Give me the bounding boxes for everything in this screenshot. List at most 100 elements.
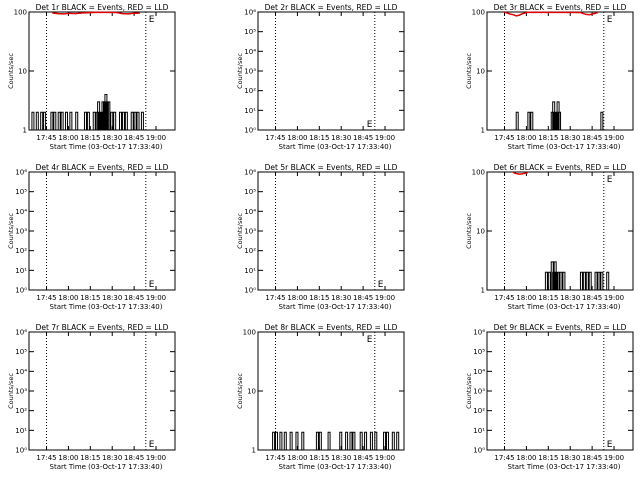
chart-7-ytick-label: 10³ xyxy=(15,388,27,396)
chart-3-ytick-label: 100 xyxy=(472,9,485,17)
chart-6-ytick-label: 1 xyxy=(481,287,485,295)
chart-7-ytick-label: 10¹ xyxy=(15,427,27,435)
chart-8-ytick-label: 10 xyxy=(247,388,256,396)
chart-1-xtick-label: 18:00 xyxy=(58,134,78,142)
chart-1-xtick-label: 18:15 xyxy=(80,134,100,142)
chart-5-ylabel: Counts/sec xyxy=(236,213,244,249)
chart-5-ytick-label: 10² xyxy=(244,247,256,255)
chart-4-ytick-label: 10¹ xyxy=(15,267,27,275)
chart-3-marker-label: E xyxy=(607,15,613,25)
chart-5-marker-label: E xyxy=(378,280,384,290)
chart-8-xtick-label: 17:45 xyxy=(265,454,285,462)
chart-8-ylabel: Counts/sec xyxy=(236,373,244,409)
chart-1-ytick-label: 100 xyxy=(14,9,27,17)
chart-7-xtick-label: 18:00 xyxy=(58,454,78,462)
chart-4-xtick-label: 17:45 xyxy=(36,294,56,302)
chart-5-xtick-label: 19:00 xyxy=(375,294,395,302)
chart-3-xtick-label: 18:00 xyxy=(516,134,536,142)
chart-1-ytick-label: 1 xyxy=(23,127,27,135)
chart-9-marker-label: E xyxy=(607,440,613,450)
chart-6-ylabel: Counts/sec xyxy=(465,213,473,249)
chart-9-xlabel: Start Time (03-Oct-17 17:33:40) xyxy=(508,463,621,471)
chart-9-xtick-label: 18:15 xyxy=(538,454,558,462)
chart-4-xlabel: Start Time (03-Oct-17 17:33:40) xyxy=(50,303,163,311)
chart-4-ytick-label: 10³ xyxy=(15,228,27,236)
chart-3-xtick-label: 18:15 xyxy=(538,134,558,142)
chart-4-xtick-label: 18:30 xyxy=(102,294,122,302)
chart-3-xtick-label: 17:45 xyxy=(494,134,514,142)
chart-9-ytick-label: 10³ xyxy=(473,388,485,396)
chart-6-events-series xyxy=(544,261,610,290)
chart-2-xtick-label: 18:30 xyxy=(331,134,351,142)
chart-4-ytick-label: 10⁰ xyxy=(15,287,27,295)
chart-1-title: Det 1r BLACK = Events, RED = LLD xyxy=(36,3,169,12)
chart-9: Det 9r BLACK = Events, RED = LLD 10⁰ 10¹ 10… xyxy=(465,323,634,471)
chart-9-xtick-label: 17:45 xyxy=(494,454,514,462)
chart-4-ytick-label: 10⁴ xyxy=(15,208,27,216)
chart-5-plot-frame xyxy=(257,171,405,291)
chart-6-xtick-label: 18:15 xyxy=(538,294,558,302)
chart-4: Det 4r BLACK = Events, RED = LLD 10⁰ 10¹ 10… xyxy=(7,163,176,311)
chart-2-ytick-label: 10⁰ xyxy=(244,127,256,135)
chart-2-ytick-label: 10⁴ xyxy=(244,48,256,56)
chart-9-ytick-label: 10² xyxy=(473,407,485,415)
chart-9-ytick-label: 10⁶ xyxy=(473,329,485,337)
chart-6-xtick-label: 18:00 xyxy=(516,294,536,302)
chart-1-xlabel: Start Time (03-Oct-17 17:33:40) xyxy=(50,143,163,151)
chart-2-xtick-label: 18:15 xyxy=(309,134,329,142)
chart-8-ytick-label: 100 xyxy=(243,329,256,337)
chart-9-xtick-label: 18:45 xyxy=(582,454,602,462)
chart-1-xtick-label: 18:45 xyxy=(124,134,144,142)
chart-5-xtick-label: 18:00 xyxy=(287,294,307,302)
chart-3-xtick-label: 18:45 xyxy=(582,134,602,142)
chart-8-xtick-label: 18:00 xyxy=(287,454,307,462)
chart-4-ytick-label: 10⁵ xyxy=(15,188,27,196)
chart-2-xtick-label: 19:00 xyxy=(375,134,395,142)
chart-4-ytick-label: 10² xyxy=(15,247,27,255)
chart-5-ytick-label: 10⁰ xyxy=(244,287,256,295)
chart-6-xtick-label: 17:45 xyxy=(494,294,514,302)
chart-5-xtick-label: 18:30 xyxy=(331,294,351,302)
chart-7-ytick-label: 10⁶ xyxy=(15,329,27,337)
chart-3-ytick-label: 1 xyxy=(481,127,485,135)
chart-3-xtick-label: 18:30 xyxy=(560,134,580,142)
chart-4-xtick-label: 18:45 xyxy=(124,294,144,302)
chart-7-xtick-label: 18:15 xyxy=(80,454,100,462)
chart-5-xtick-label: 18:15 xyxy=(309,294,329,302)
chart-9-xtick-label: 18:30 xyxy=(560,454,580,462)
chart-2-ylabel: Counts/sec xyxy=(236,53,244,89)
chart-6-ytick-label: 10 xyxy=(476,228,485,236)
chart-8-title: Det 8r BLACK = Events, RED = LLD xyxy=(265,323,398,332)
chart-4-xtick-label: 18:00 xyxy=(58,294,78,302)
chart-1-lld-series xyxy=(52,11,140,15)
chart-4-plot-frame xyxy=(28,171,176,291)
chart-2-xtick-label: 18:00 xyxy=(287,134,307,142)
chart-8-xtick-label: 18:45 xyxy=(353,454,373,462)
chart-5-xtick-label: 17:45 xyxy=(265,294,285,302)
chart-2-plot-frame xyxy=(257,11,405,131)
chart-5: Det 5r BLACK = Events, RED = LLD 10⁰ 10¹ 10… xyxy=(236,163,405,311)
chart-7-title: Det 7r BLACK = Events, RED = LLD xyxy=(36,323,169,332)
chart-8-xlabel: Start Time (03-Oct-17 17:33:40) xyxy=(279,463,392,471)
chart-9-plot-frame xyxy=(486,331,634,451)
chart-1-xtick-label: 19:00 xyxy=(146,134,166,142)
chart-8-ytick-label: 1 xyxy=(252,447,256,455)
chart-2-ytick-label: 10⁶ xyxy=(244,9,256,17)
chart-5-xtick-label: 18:45 xyxy=(353,294,373,302)
chart-4-title: Det 4r BLACK = Events, RED = LLD xyxy=(36,163,169,172)
chart-3-ytick-label: 10 xyxy=(476,68,485,76)
chart-3-events-series xyxy=(515,101,604,130)
chart-9-ytick-label: 10⁵ xyxy=(473,348,485,356)
chart-3-xtick-label: 19:00 xyxy=(604,134,624,142)
chart-5-ytick-label: 10⁵ xyxy=(244,188,256,196)
chart-9-xtick-label: 19:00 xyxy=(604,454,624,462)
chart-6-xtick-label: 18:45 xyxy=(582,294,602,302)
chart-7-xtick-label: 18:45 xyxy=(124,454,144,462)
chart-6-xtick-label: 19:00 xyxy=(604,294,624,302)
chart-7-ytick-label: 10⁵ xyxy=(15,348,27,356)
chart-7-marker-label: E xyxy=(149,440,155,450)
chart-6-lld-series xyxy=(513,171,529,175)
chart-3-xlabel: Start Time (03-Oct-17 17:33:40) xyxy=(508,143,621,151)
chart-4-xtick-label: 19:00 xyxy=(146,294,166,302)
chart-2: Det 2r BLACK = Events, RED = LLD 10⁰ 10¹ 10… xyxy=(236,3,405,151)
